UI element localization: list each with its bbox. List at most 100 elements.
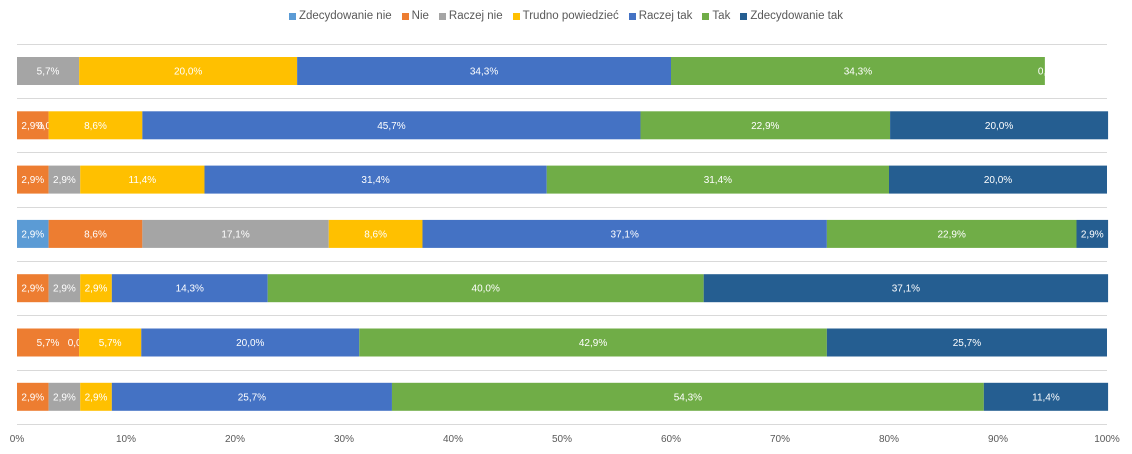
legend-swatch <box>438 12 446 20</box>
bar-segment-trudno-powiedzieć <box>48 111 143 140</box>
data-label: 37,1% <box>610 229 638 240</box>
data-label: 20,0% <box>174 67 202 78</box>
x-tick-label: 60% <box>661 434 681 445</box>
bar-segment-zdecydowanie-tak <box>983 382 1109 411</box>
bar-segment-raczej-nie <box>48 274 81 303</box>
legend-swatch <box>740 12 748 20</box>
data-label: 5,7% <box>37 338 60 349</box>
legend-item-raczej-nie: Raczej nie <box>438 10 503 22</box>
bar-segment-raczej-tak <box>111 274 268 303</box>
data-label: 54,3% <box>674 392 702 403</box>
data-label: 14,3% <box>176 284 204 295</box>
legend-label: Raczej nie <box>448 10 503 22</box>
bar-segment-nie <box>17 165 49 194</box>
x-tick-label: 100% <box>1094 434 1120 445</box>
bar-segment-trudno-powiedzieć <box>80 274 112 303</box>
data-label: 2,9% <box>53 392 76 403</box>
legend-swatch <box>401 12 409 20</box>
bar-segment-zdecydowanie-nie <box>17 219 49 248</box>
legend-label: Zdecydowanie nie <box>298 10 392 22</box>
bar-segment-tak <box>640 111 891 140</box>
data-label: 2,9% <box>21 392 44 403</box>
data-label: 8,6% <box>84 229 107 240</box>
legend-item-raczej-tak: Raczej tak <box>628 10 693 22</box>
bar-segment-trudno-powiedzieć <box>80 165 205 194</box>
bar-segment-raczej-tak <box>422 219 827 248</box>
data-label: 2,9% <box>53 175 76 186</box>
bar-segment-raczej-nie <box>48 382 81 411</box>
data-label: 22,9% <box>751 121 779 132</box>
data-label: 42,9% <box>579 338 607 349</box>
data-label: 17,1% <box>221 229 249 240</box>
bar-segment-nie <box>17 328 80 357</box>
x-tick-label: 50% <box>552 434 572 445</box>
bar-segment-nie <box>48 219 143 248</box>
data-label: 34,3% <box>470 67 498 78</box>
data-label: 11,4% <box>1032 392 1060 403</box>
data-label: 20,0% <box>236 338 264 349</box>
data-label: 2,9% <box>85 284 108 295</box>
data-label: 25,7% <box>238 392 266 403</box>
x-tick-label: 20% <box>225 434 245 445</box>
legend-swatch <box>702 12 710 20</box>
data-label: 37,1% <box>892 284 920 295</box>
bar-segment-raczej-nie <box>17 57 80 85</box>
bar-segment-raczej-tak <box>142 111 641 140</box>
bar-segment-raczej-nie <box>142 219 329 248</box>
bar-segment-tak <box>671 57 1045 85</box>
legend-label: Raczej tak <box>638 10 693 22</box>
data-label: 31,4% <box>361 175 389 186</box>
bar-segment-tak <box>267 274 704 303</box>
data-label: 22,9% <box>937 229 965 240</box>
bar-segment-zdecydowanie-tak <box>890 111 1109 140</box>
bar-segment-nie <box>17 111 49 140</box>
legend-label: Nie <box>411 10 429 22</box>
bar-segment-trudno-powiedzieć <box>328 219 423 248</box>
bar-segment-tak <box>826 219 1077 248</box>
bar-segment-trudno-powiedzieć <box>80 382 112 411</box>
x-tick-label: 0% <box>10 434 25 445</box>
bar-segment-nie <box>17 274 49 303</box>
legend-label: Zdecydowanie tak <box>750 10 844 22</box>
legend-label: Trudno powiedzieć <box>522 10 619 22</box>
bar-segment-raczej-nie <box>48 165 81 194</box>
x-tick-label: 10% <box>116 434 136 445</box>
data-label: 11,4% <box>129 175 157 186</box>
bar-segment-raczej-tak <box>111 382 392 411</box>
data-label: 2,9% <box>53 284 76 295</box>
data-label: 20,0% <box>984 175 1012 186</box>
bar-segment-raczej-tak <box>204 165 547 194</box>
bar-segment-tak <box>546 165 889 194</box>
legend-item-trudno-powiedziec: Trudno powiedzieć <box>512 10 619 22</box>
x-tick-label: 70% <box>770 434 790 445</box>
bar-segment-tak <box>391 382 984 411</box>
bar-segment-nie <box>17 382 49 411</box>
bar-segment-zdecydowanie-tak <box>889 165 1107 194</box>
data-label: 45,7% <box>377 121 405 132</box>
data-label: 34,3% <box>844 67 872 78</box>
bar-segment-raczej-tak <box>297 57 671 85</box>
data-label: 2,9% <box>21 229 44 240</box>
bar-segment-trudno-powiedzieć <box>79 57 298 85</box>
data-label: 0,0 <box>1038 67 1052 78</box>
x-tick-label: 90% <box>988 434 1008 445</box>
data-label: 2,9% <box>85 392 108 403</box>
bar-segment-zdecydowanie-tak <box>826 328 1107 357</box>
legend-item-zdecydowanie-tak: Zdecydowanie tak <box>740 10 843 22</box>
data-label: 2,9% <box>21 175 44 186</box>
data-label: 2,9% <box>21 121 44 132</box>
bar-segment-zdecydowanie-tak <box>703 274 1109 303</box>
chart-legend: Zdecydowanie nie Nie Raczej nie Trudno p… <box>0 10 1132 22</box>
data-label: 31,4% <box>704 175 732 186</box>
legend-swatch <box>288 12 296 20</box>
data-label: 2,9% <box>21 284 44 295</box>
x-tick-label: 30% <box>334 434 354 445</box>
bar-segment-raczej-tak <box>141 328 360 357</box>
data-label: 20,0% <box>985 121 1013 132</box>
data-label: 25,7% <box>953 338 981 349</box>
data-label: 2,9% <box>1081 229 1104 240</box>
legend-swatch <box>628 12 636 20</box>
bar-segment-tak <box>359 328 827 357</box>
legend-swatch <box>512 12 520 20</box>
